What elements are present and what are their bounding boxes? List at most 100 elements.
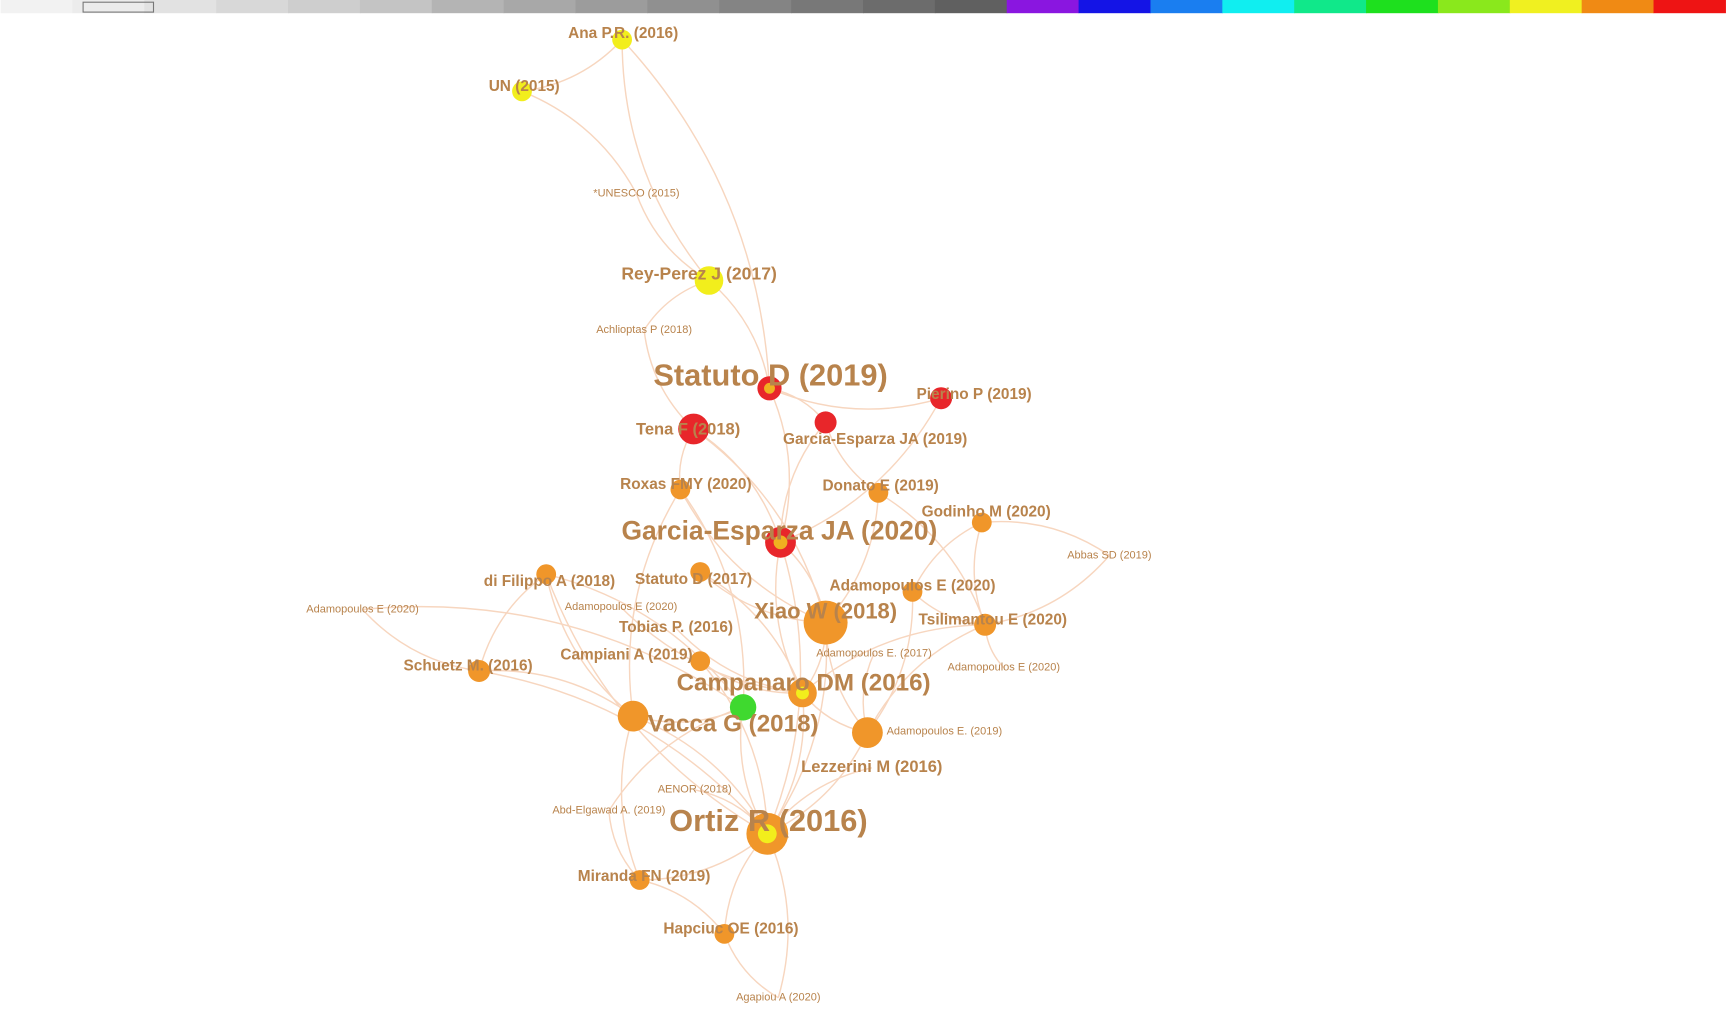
edge <box>708 279 771 389</box>
edge <box>766 622 828 835</box>
node-label: Tena F (2018) <box>636 420 740 438</box>
node <box>930 387 953 410</box>
edge <box>984 555 1110 626</box>
node <box>512 81 532 102</box>
edge <box>621 39 771 389</box>
color-bar-segment <box>144 0 217 14</box>
node <box>803 600 848 645</box>
node <box>971 512 992 533</box>
node-label: Miranda FN (2019) <box>578 868 711 885</box>
color-bar-segment <box>0 0 74 14</box>
edge <box>675 627 803 694</box>
node-label: Abd-Elgawad A. (2019) <box>552 805 665 817</box>
node <box>902 581 923 602</box>
edge <box>981 520 1110 557</box>
edge <box>766 833 789 998</box>
node <box>814 411 837 434</box>
edge <box>774 542 804 694</box>
edge <box>866 624 986 733</box>
node-label: Schuetz M. (2016) <box>404 658 533 675</box>
edge <box>769 387 942 410</box>
node-label: UN (2015) <box>489 78 560 95</box>
node-label: Abbas SD (2019) <box>1067 549 1151 561</box>
color-bar-segment <box>863 0 936 14</box>
node <box>868 482 889 503</box>
time-color-bar <box>0 0 1726 14</box>
color-bar-segment <box>1150 0 1223 14</box>
node <box>690 651 711 671</box>
edge <box>802 624 986 694</box>
node-label: Godinho M (2020) <box>922 504 1051 521</box>
edge <box>639 879 725 935</box>
node-label: Roxas FMY (2020) <box>620 476 751 493</box>
node-core <box>757 824 777 844</box>
node-label: Ana P.R. (2016) <box>568 25 678 42</box>
color-bar-segment <box>503 0 577 14</box>
node-label: Pierino P (2019) <box>916 386 1031 403</box>
edge <box>479 669 634 717</box>
color-bar-segment <box>1437 0 1511 14</box>
node-label: *UNESCO (2015) <box>593 188 679 200</box>
node <box>694 266 724 295</box>
node <box>729 694 757 721</box>
node <box>678 413 709 445</box>
color-bar-segment <box>288 0 361 14</box>
node-label: Adamopoulos E. (2017) <box>816 647 932 659</box>
edge <box>361 608 480 672</box>
color-bar-segment <box>575 0 648 14</box>
node-label: Xiao W (2018) <box>754 599 897 624</box>
edge <box>768 388 791 543</box>
node-label: di Filippo A (2018) <box>484 573 615 590</box>
node-label: Garcia-Esparza JA (2020) <box>621 515 937 545</box>
color-bar-segment <box>934 0 1008 14</box>
node-label: Statuto D (2019) <box>653 357 887 392</box>
edge <box>621 39 710 281</box>
color-bar-segment <box>1006 0 1080 14</box>
node-label: Adamopoulos E. (2019) <box>887 725 1003 737</box>
color-bar-segment <box>1653 0 1726 14</box>
node <box>536 564 557 585</box>
edge <box>699 660 769 834</box>
edge <box>866 591 914 734</box>
node-label: Campanaro DM (2016) <box>677 670 931 697</box>
color-bar-segment <box>1366 0 1439 14</box>
node-core <box>764 382 775 394</box>
labels: Ana P.R. (2016) UN (2015) *UNESCO (2015) Re… <box>306 25 1151 1003</box>
nodes <box>468 29 997 944</box>
node <box>670 479 691 500</box>
node-label: Campiani A (2019) <box>560 647 692 664</box>
edge <box>699 571 804 694</box>
node-label: Adamopoulos E (2020) <box>830 577 996 594</box>
edge <box>679 489 826 624</box>
color-bar-segment <box>216 0 289 14</box>
edge <box>723 933 779 999</box>
color-bar-segment <box>72 0 145 14</box>
edge <box>911 521 983 593</box>
edge <box>628 489 682 717</box>
edge <box>545 574 634 717</box>
node-label: Statuto D (2017) <box>635 571 752 588</box>
node <box>714 924 735 944</box>
node-label: Rey-Perez J (2017) <box>621 264 777 284</box>
edge <box>521 39 623 93</box>
node-label: Lezzerini M (2016) <box>801 758 942 776</box>
node <box>629 870 650 890</box>
color-bar-segment <box>719 0 792 14</box>
node-label: Hapciuc OE (2016) <box>663 921 798 938</box>
color-bar-segment <box>791 0 864 14</box>
color-bar-segment <box>431 0 505 14</box>
node-core <box>773 535 788 550</box>
node-label: Donato E (2019) <box>822 477 938 494</box>
node-label: Tobias P. (2016) <box>619 619 733 636</box>
edge <box>478 573 547 672</box>
color-bar-segment <box>1222 0 1295 14</box>
node <box>974 613 997 636</box>
color-bar-segment <box>1581 0 1655 14</box>
edge <box>679 489 745 708</box>
node-label: Vacca G (2018) <box>648 710 819 737</box>
node-label: Adamopoulos E (2020) <box>306 603 419 615</box>
node-label: Tsilimantou E (2020) <box>919 611 1068 628</box>
node <box>617 700 649 732</box>
